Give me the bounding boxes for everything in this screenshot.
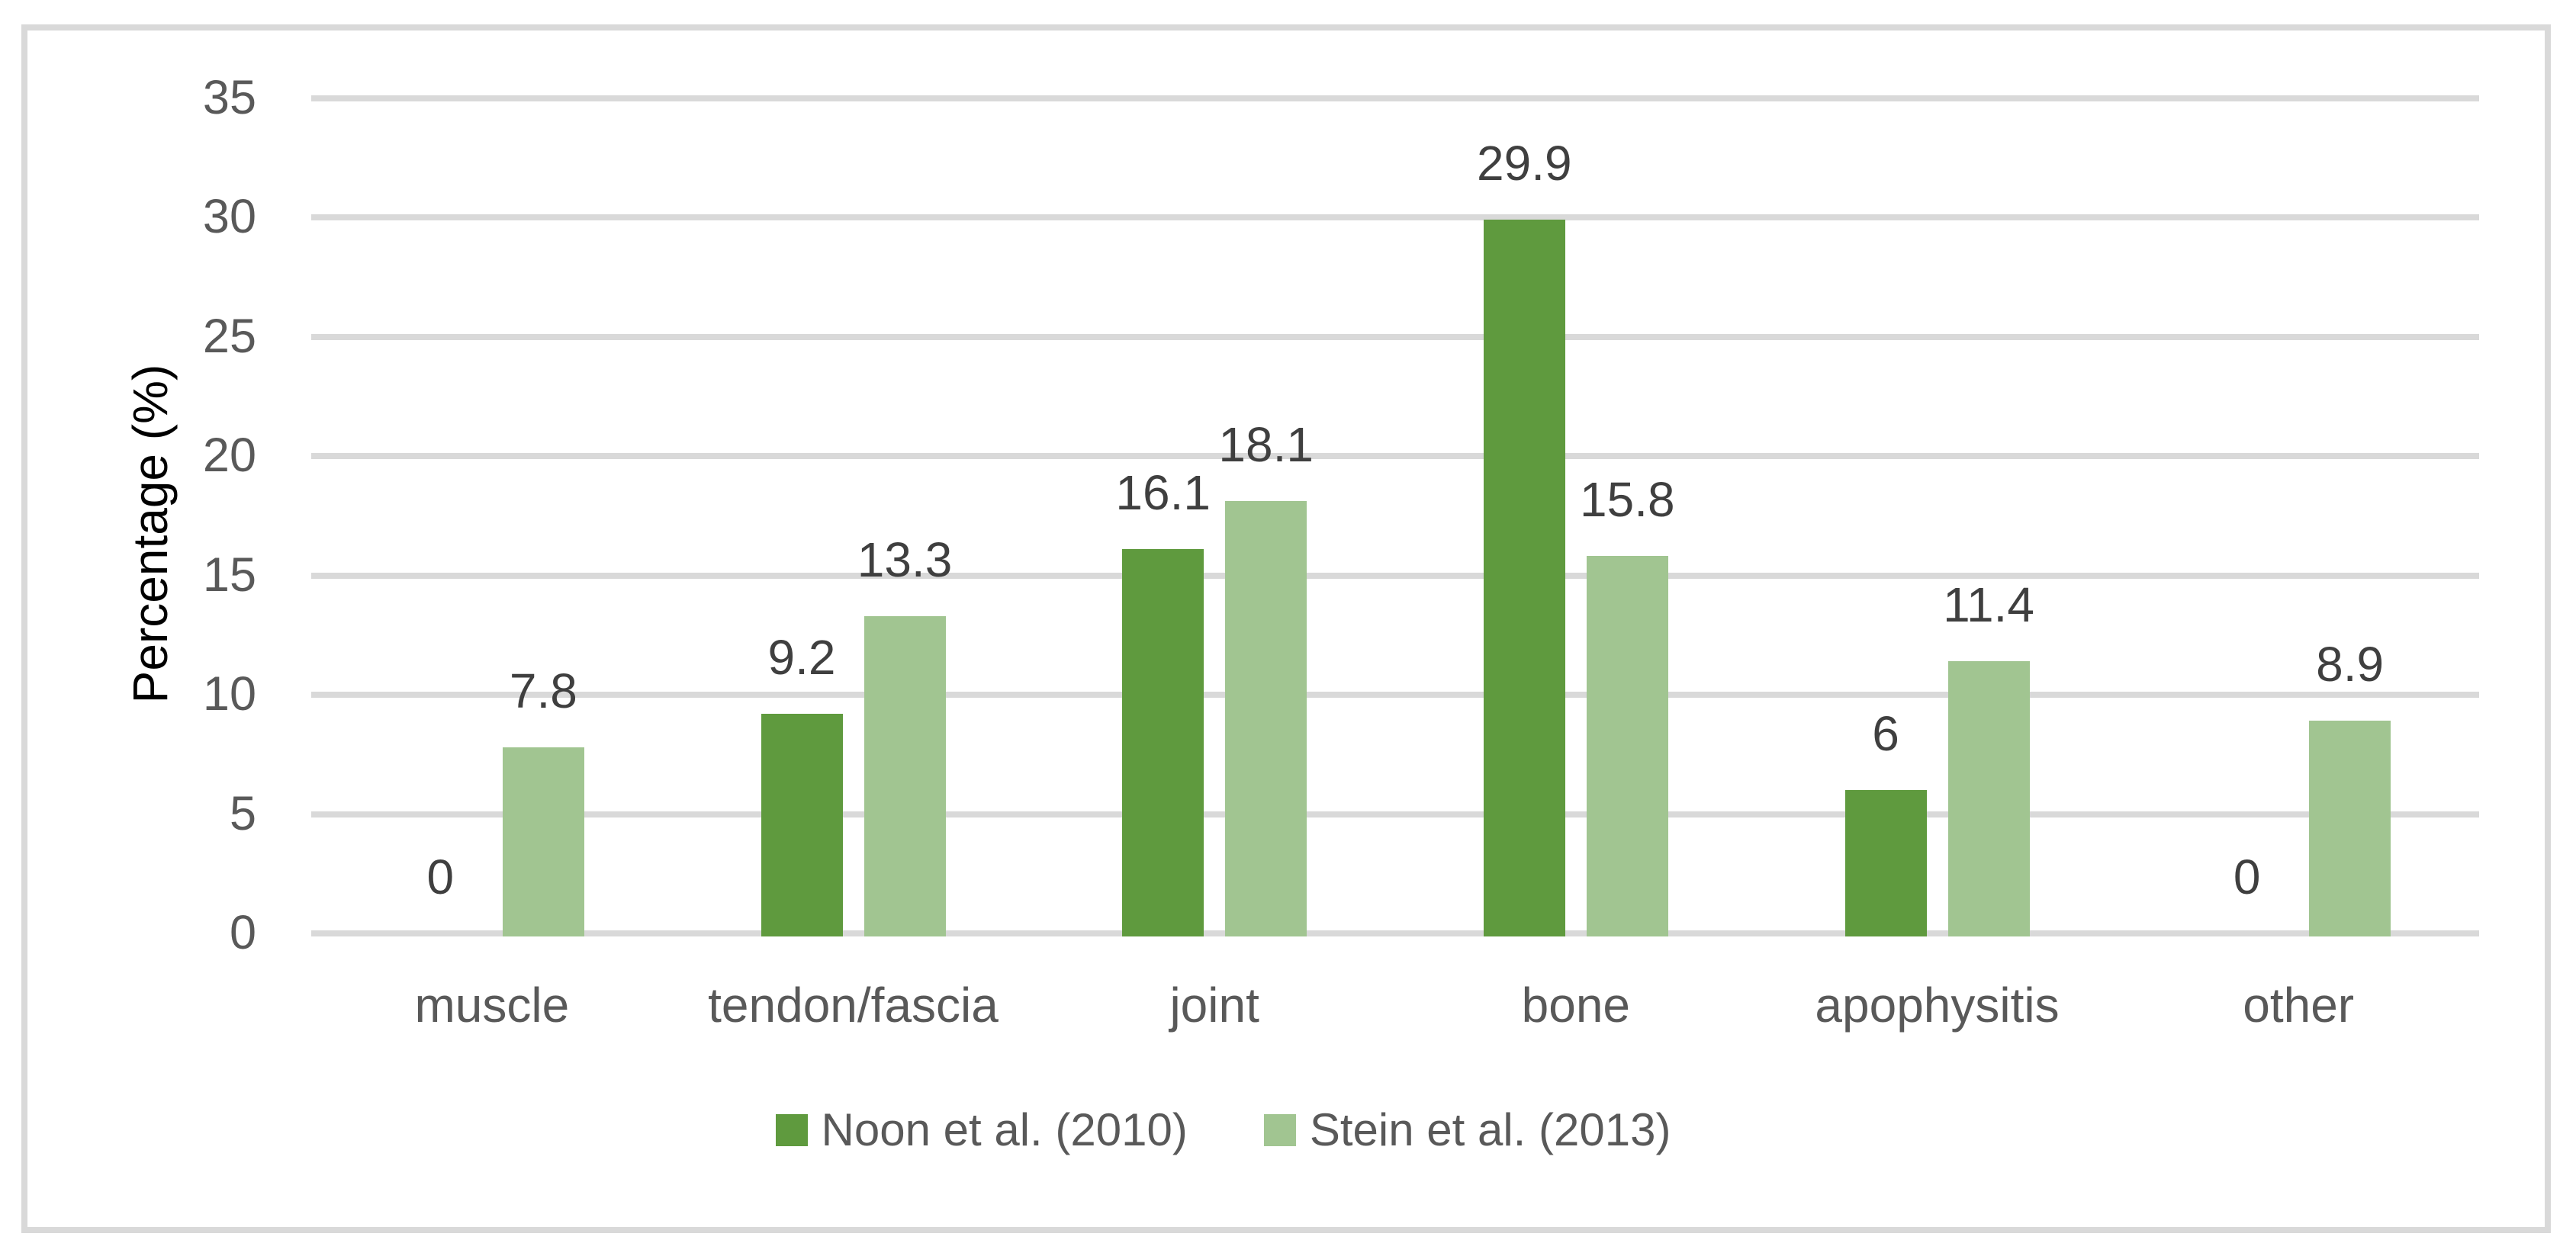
bar-stein-tendon-fascia (863, 615, 946, 936)
bar-stein-muscle (502, 747, 584, 936)
x-category-label-other: other (2243, 978, 2355, 1033)
legend-swatch-noon (775, 1114, 808, 1146)
bar-noon-bone (1483, 220, 1565, 936)
bar-noon-apophysitis (1844, 790, 1927, 936)
x-category-label-tendon-fascia: tendon/fascia (708, 978, 999, 1033)
data-label-noon-other: 0 (2233, 850, 2261, 904)
x-category-label-bone: bone (1521, 978, 1631, 1033)
x-category-label-muscle: muscle (414, 978, 570, 1033)
bar-noon-joint (1122, 549, 1204, 936)
y-tick-label-30: 30 (202, 190, 256, 243)
legend: Noon et al. (2010) Stein et al. (2013) (0, 1107, 2511, 1153)
bar-stein-apophysitis (1947, 661, 2030, 936)
data-label-stein-apophysitis: 11.4 (1943, 577, 2034, 633)
y-axis-title: Percentage (%) (123, 364, 178, 704)
y-tick-label-25: 25 (202, 309, 256, 363)
y-tick-label-20: 20 (202, 429, 256, 482)
data-label-stein-muscle: 7.8 (509, 663, 577, 718)
y-gridline-10 (311, 692, 2479, 698)
y-tick-label-15: 15 (202, 548, 256, 602)
data-label-noon-muscle: 0 (426, 850, 455, 904)
data-label-noon-tendon-fascia: 9.2 (767, 630, 836, 686)
y-tick-label-0: 0 (229, 906, 256, 959)
data-label-stein-tendon-fascia: 13.3 (857, 532, 953, 587)
x-category-label-joint: joint (1169, 978, 1259, 1033)
bar-stein-joint (1225, 501, 1307, 936)
y-gridline-20 (311, 453, 2479, 459)
y-tick-label-35: 35 (202, 70, 256, 124)
legend-item-noon: Noon et al. (2010) (775, 1104, 1188, 1155)
data-label-noon-apophysitis: 6 (1872, 706, 1899, 762)
y-tick-label-5: 5 (229, 786, 256, 840)
legend-swatch-stein (1263, 1114, 1296, 1146)
y-gridline-35 (311, 95, 2479, 101)
legend-label-stein: Stein et al. (2013) (1309, 1104, 1671, 1155)
bar-stein-other (2309, 721, 2391, 936)
bar-noon-tendon-fascia (761, 714, 843, 936)
data-label-stein-other: 8.9 (2316, 637, 2385, 692)
bar-stein-bone (1586, 556, 1668, 936)
y-gridline-25 (311, 333, 2479, 340)
x-category-label-apophysitis: apophysitis (1815, 978, 2060, 1033)
y-gridline-0 (311, 930, 2479, 936)
data-label-noon-joint: 16.1 (1115, 465, 1211, 521)
legend-item-stein: Stein et al. (2013) (1263, 1104, 1671, 1155)
y-gridline-15 (311, 572, 2479, 579)
y-gridline-5 (311, 811, 2479, 818)
legend-label-noon: Noon et al. (2010) (821, 1104, 1188, 1155)
data-label-stein-bone: 15.8 (1580, 472, 1675, 528)
y-gridline-30 (311, 214, 2479, 220)
y-tick-label-10: 10 (202, 667, 256, 721)
data-label-noon-bone: 29.9 (1477, 136, 1572, 191)
data-label-stein-joint: 18.1 (1218, 417, 1314, 473)
